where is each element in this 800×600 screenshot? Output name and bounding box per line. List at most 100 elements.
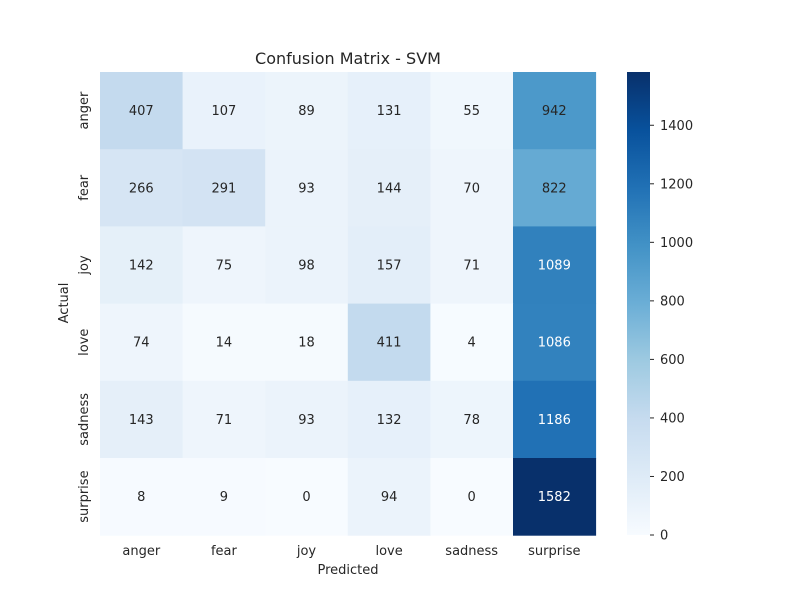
heatmap-cell [265,458,349,536]
cell-value-label: 9 [220,490,228,505]
x-tick-label: joy [296,544,317,559]
cell-value-label: 55 [463,104,480,119]
cell-value-label: 98 [298,259,315,274]
cell-value-label: 822 [542,181,567,196]
y-tick-labels: anger fear joy love sadness surprise [77,91,92,523]
y-tick-label: anger [77,91,92,129]
cell-value-label: 107 [211,104,236,119]
cell-value-label: 71 [216,413,233,428]
heatmap-cell [265,226,349,305]
heatmap-cell [513,72,597,150]
heatmap-cell [513,458,597,536]
heatmap-cell [100,380,184,459]
heatmap-cell [347,303,431,382]
colorbar-tick-label: 1200 [660,177,693,192]
x-tick-label: fear [211,544,238,559]
y-tick-label: love [77,329,92,356]
heatmap-cell [100,149,184,227]
cell-value-label: 94 [381,490,398,505]
cell-value-label: 266 [129,181,154,196]
colorbar-tick-label: 1000 [660,236,693,251]
cell-value-label: 89 [298,104,315,119]
heatmap-cell [182,303,266,382]
heatmap-cell [347,458,431,536]
cell-value-label: 291 [211,181,236,196]
heatmap-cell [265,149,349,227]
heatmap-cell [430,226,514,305]
heatmap-cells: 4 0 7 1 0 7 8 9 131 55 942 266 291 93 144 70 822 142 75 98 1… [100,72,597,536]
heatmap-cell [430,72,514,150]
cell-value-label: 411 [377,336,402,351]
heatmap-cell [513,226,597,305]
cell-value-label: 0 [468,490,476,505]
cell-value-label: 1582 [538,490,571,505]
cell-value-label: 131 [377,104,402,119]
cell-value-label: 942 [542,104,567,119]
heatmap-cell [182,226,266,305]
heatmap-cell [182,458,266,536]
cell-value-label: 93 [298,413,315,428]
colorbar-tick-label: 1400 [660,119,693,134]
cell-value-label: 78 [463,413,480,428]
y-tick-label: surprise [77,470,92,522]
heatmap-cell [100,226,184,305]
heatmap-cell [347,149,431,227]
x-tick-label: love [375,544,402,559]
heatmap-cell [513,380,597,459]
heatmap-cell [100,72,184,150]
cell-value-label: 157 [377,259,402,274]
x-tick-label: sadness [445,544,498,559]
heatmap-cell [100,458,184,536]
heatmap-cell [430,303,514,382]
cell-value-label: 142 [129,259,154,274]
cell-value-label: 143 [129,413,154,428]
colorbar-tick-label: 0 [660,529,668,544]
y-axis-label: Actual [57,283,72,324]
heatmap-cell [182,380,266,459]
cell-value-label: 70 [463,181,480,196]
cell-value-label: 1186 [538,413,571,428]
colorbar-gradient [627,72,650,535]
cell-value-label: 74 [133,336,150,351]
colorbar-tick-labels: 0 200 400 600 800 1000 1200 1400 [650,119,693,544]
y-tick-label: fear [77,174,92,201]
chart-title: Confusion Matrix - SVM [255,49,441,68]
colorbar-tick-label: 400 [660,411,685,426]
cell-value-label: 75 [216,259,233,274]
heatmap-cell [430,149,514,227]
heatmap-cell [513,149,597,227]
heatmap-cell [347,380,431,459]
colorbar-tick-label: 600 [660,353,685,368]
cell-value-label: 4 [468,336,476,351]
heatmap-cell [265,72,349,150]
cell-value-label: 8 [137,490,145,505]
x-tick-label: anger [122,544,160,559]
heatmap-cell [182,149,266,227]
cell-value-label: 132 [377,413,402,428]
cell-value-label: 18 [298,336,315,351]
heatmap-cell [430,458,514,536]
cell-value-label: 144 [377,181,402,196]
cell-value-label: 0 [302,490,310,505]
y-tick-label: joy [77,255,92,276]
heatmap-cell [100,303,184,382]
heatmap-cell [347,226,431,305]
y-tick-label: sadness [77,393,92,446]
heatmap-cell [430,380,514,459]
colorbar [627,72,650,535]
colorbar-tick-label: 200 [660,470,685,485]
heatmap-cell [513,303,597,382]
colorbar-tick-label: 800 [660,294,685,309]
heatmap-cell [347,72,431,150]
cell-value-label: 1086 [538,336,571,351]
cell-value-label: 14 [216,336,233,351]
x-axis-label: Predicted [317,563,378,578]
cell-value-label: 71 [463,259,480,274]
heatmap-cell [182,72,266,150]
x-tick-label: surprise [528,544,580,559]
cell-value-label: 93 [298,181,315,196]
cell-value-label: 1089 [538,259,571,274]
heatmap-cell [265,380,349,459]
heatmap-cell [265,303,349,382]
